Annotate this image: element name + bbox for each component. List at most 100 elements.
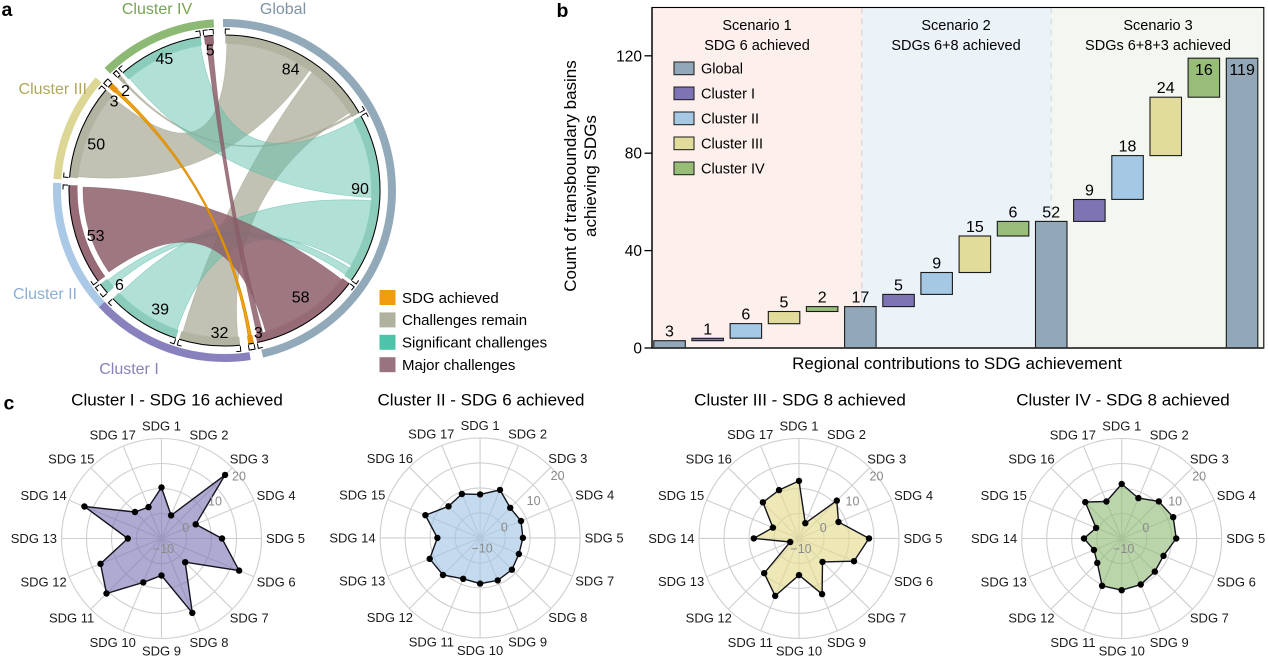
svg-text:SDG 15: SDG 15: [48, 452, 94, 467]
svg-text:0: 0: [633, 341, 642, 358]
svg-text:SDG 16: SDG 16: [1008, 452, 1054, 467]
svg-text:Scenario 1: Scenario 1: [722, 18, 791, 34]
svg-text:0: 0: [182, 521, 189, 535]
svg-text:SDG 7: SDG 7: [867, 611, 906, 626]
svg-text:SDG 5: SDG 5: [266, 531, 305, 546]
svg-text:SDG 13: SDG 13: [981, 574, 1027, 589]
svg-text:SDG 2: SDG 2: [827, 427, 866, 442]
svg-text:SDG 8: SDG 8: [548, 610, 587, 625]
svg-text:SDG 17: SDG 17: [1050, 427, 1096, 442]
svg-text:2: 2: [121, 83, 130, 100]
svg-text:SDG 12: SDG 12: [367, 610, 413, 625]
svg-text:SDG 5: SDG 5: [585, 531, 624, 546]
svg-text:SDG 11: SDG 11: [1050, 635, 1095, 650]
svg-text:SDG 3: SDG 3: [1190, 452, 1229, 467]
svg-text:58: 58: [292, 290, 310, 307]
svg-text:3: 3: [110, 94, 119, 111]
svg-text:SDG 10: SDG 10: [457, 643, 503, 658]
svg-text:10: 10: [527, 494, 541, 508]
svg-text:5: 5: [780, 295, 789, 312]
svg-text:50: 50: [87, 136, 105, 153]
svg-text:10: 10: [1168, 495, 1182, 509]
svg-text:SDG 9: SDG 9: [1150, 635, 1189, 650]
svg-text:SDG 13: SDG 13: [339, 574, 385, 589]
svg-text:SDG 6 achieved: SDG 6 achieved: [704, 38, 810, 54]
svg-text:0: 0: [1142, 521, 1149, 535]
svg-text:SDG 13: SDG 13: [11, 531, 57, 546]
svg-text:SDGs 6+8+3 achieved: SDGs 6+8+3 achieved: [1085, 38, 1231, 54]
svg-text:SDG 5: SDG 5: [903, 531, 942, 546]
svg-text:SDG 6: SDG 6: [257, 574, 296, 589]
svg-text:Challenges remain: Challenges remain: [402, 312, 527, 329]
svg-text:20: 20: [870, 469, 884, 483]
svg-text:SDG 12: SDG 12: [686, 611, 732, 626]
svg-text:SDG 7: SDG 7: [230, 611, 269, 626]
svg-text:Global: Global: [260, 1, 306, 18]
svg-text:32: 32: [211, 325, 229, 342]
svg-text:SDG 17: SDG 17: [408, 427, 454, 442]
svg-text:Cluster II: Cluster II: [701, 112, 759, 128]
svg-text:SDG 1: SDG 1: [142, 419, 181, 434]
svg-text:6: 6: [115, 277, 124, 294]
svg-text:SDG 9: SDG 9: [508, 635, 547, 650]
svg-text:40: 40: [625, 243, 643, 260]
svg-text:SDG 14: SDG 14: [648, 531, 694, 546]
svg-text:SDG 11: SDG 11: [409, 635, 454, 650]
svg-text:Global: Global: [701, 62, 743, 78]
svg-text:90: 90: [351, 181, 369, 198]
svg-text:SDG 14: SDG 14: [20, 488, 66, 503]
svg-text:SDG 2: SDG 2: [189, 427, 228, 442]
svg-text:SDG 6: SDG 6: [1217, 574, 1256, 589]
svg-text:SDG 10: SDG 10: [1099, 644, 1145, 659]
svg-text:16: 16: [1195, 62, 1213, 79]
svg-text:SDG 7: SDG 7: [1190, 611, 1229, 626]
svg-text:SDG 16: SDG 16: [367, 451, 413, 466]
svg-text:SDG 4: SDG 4: [257, 488, 296, 503]
svg-text:SDG 9: SDG 9: [827, 635, 866, 650]
svg-text:SDG 16: SDG 16: [686, 452, 732, 467]
svg-text:SDG 3: SDG 3: [230, 452, 269, 467]
svg-text:84: 84: [282, 61, 300, 78]
svg-text:1: 1: [703, 321, 712, 338]
svg-text:80: 80: [625, 146, 643, 163]
svg-text:SDG 4: SDG 4: [1217, 488, 1256, 503]
svg-text:Cluster I: Cluster I: [99, 361, 159, 378]
svg-text:SDG 1: SDG 1: [779, 419, 818, 434]
svg-text:SDG 4: SDG 4: [575, 488, 614, 503]
svg-text:SDG 10: SDG 10: [776, 644, 822, 659]
svg-text:5: 5: [894, 277, 903, 294]
svg-text:SDG 5: SDG 5: [1226, 531, 1265, 546]
svg-text:Cluster IV: Cluster IV: [701, 162, 765, 178]
svg-text:SDG 12: SDG 12: [20, 574, 66, 589]
svg-text:SDG 4: SDG 4: [894, 488, 933, 503]
svg-text:SDG 17: SDG 17: [727, 427, 773, 442]
svg-text:SDG 9: SDG 9: [142, 644, 181, 659]
svg-text:a: a: [2, 0, 13, 21]
svg-text:SDG 3: SDG 3: [548, 451, 587, 466]
svg-text:−10: −10: [1113, 542, 1134, 556]
svg-text:SDG 2: SDG 2: [1150, 427, 1189, 442]
svg-text:Cluster I - SDG 16 achieved: Cluster I - SDG 16 achieved: [71, 391, 283, 410]
svg-text:−10: −10: [153, 542, 174, 556]
svg-text:SDG 8: SDG 8: [189, 635, 228, 650]
svg-text:SDG 3: SDG 3: [867, 452, 906, 467]
svg-text:−10: −10: [790, 542, 811, 556]
svg-text:20: 20: [1192, 470, 1206, 484]
svg-text:SDG 11: SDG 11: [49, 611, 94, 626]
svg-text:5: 5: [206, 43, 215, 60]
svg-text:119: 119: [1229, 62, 1255, 79]
svg-text:Cluster I: Cluster I: [701, 87, 755, 103]
svg-text:Cluster IV - SDG 8 achieved: Cluster IV - SDG 8 achieved: [1016, 391, 1230, 410]
svg-text:18: 18: [1119, 139, 1137, 156]
svg-text:24: 24: [1157, 80, 1175, 97]
svg-text:achieving SDGs: achieving SDGs: [581, 115, 600, 237]
svg-text:SDG 12: SDG 12: [1008, 611, 1054, 626]
svg-text:10: 10: [208, 495, 222, 509]
svg-text:SDG achieved: SDG achieved: [402, 290, 499, 307]
svg-text:SDG 14: SDG 14: [971, 531, 1017, 546]
svg-text:SDG 15: SDG 15: [981, 488, 1027, 503]
svg-text:15: 15: [966, 219, 984, 236]
svg-text:20: 20: [232, 470, 246, 484]
svg-text:39: 39: [151, 302, 169, 319]
svg-text:Count of transboundary basins: Count of transboundary basins: [561, 60, 580, 292]
